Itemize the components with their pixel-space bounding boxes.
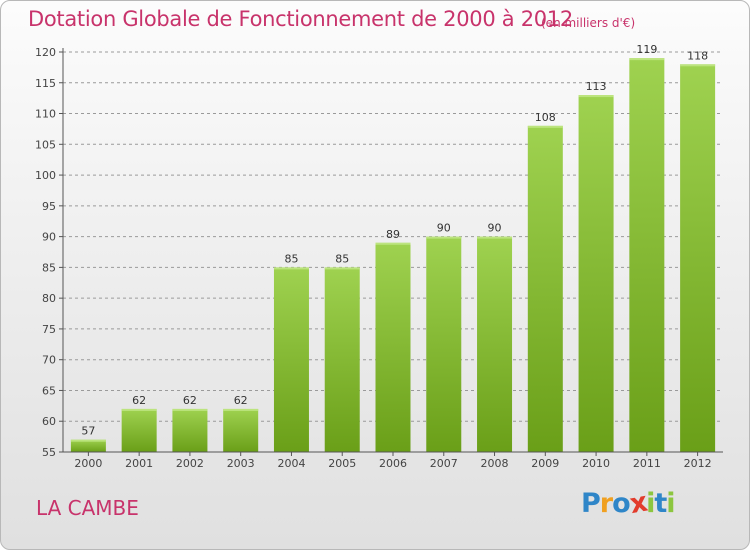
bar-highlight [121, 408, 157, 411]
x-tick-label: 2004 [277, 457, 305, 470]
data-label: 57 [81, 425, 95, 438]
data-label: 90 [437, 222, 451, 235]
bar-highlight [273, 267, 309, 270]
chart-title: Dotation Globale de Fonctionnement de 20… [28, 7, 573, 31]
y-tick-label: 95 [42, 200, 56, 213]
data-label: 108 [535, 111, 556, 124]
bar-2006 [375, 242, 411, 452]
x-tick-label: 2009 [531, 457, 559, 470]
logo-letter: o [612, 488, 631, 519]
y-tick-label: 85 [42, 261, 56, 274]
data-label: 118 [687, 49, 708, 62]
bar-highlight [172, 408, 208, 411]
x-tick-label: 2012 [684, 457, 712, 470]
x-tick-label: 2003 [227, 457, 255, 470]
y-tick-label: 115 [35, 77, 56, 90]
logo-letter: i [646, 488, 655, 519]
x-tick-label: 2005 [328, 457, 356, 470]
bar-highlight [477, 236, 513, 239]
x-tick-label: 2000 [74, 457, 102, 470]
bar-2003 [223, 408, 259, 452]
chart-unit: (en milliers d'€) [541, 16, 636, 30]
data-label: 62 [183, 394, 197, 407]
bar-highlight [223, 408, 259, 411]
bar-2000 [70, 439, 106, 452]
logo-letter: i [666, 488, 675, 519]
bar-highlight [426, 236, 462, 239]
x-tick-label: 2002 [176, 457, 204, 470]
bar-highlight [578, 95, 614, 98]
bar-2007 [426, 236, 462, 452]
bar-2004 [273, 267, 309, 452]
y-tick-label: 105 [35, 138, 56, 151]
x-tick-label: 2008 [481, 457, 509, 470]
data-label: 62 [132, 394, 146, 407]
bar-2008 [477, 236, 513, 452]
data-label: 119 [636, 43, 657, 56]
y-tick-label: 100 [35, 169, 56, 182]
y-tick-label: 60 [42, 415, 56, 428]
proxiti-logo[interactable]: Proxiti [581, 487, 676, 520]
data-label: 62 [234, 394, 248, 407]
bar-highlight [375, 242, 411, 245]
bar-2001 [121, 408, 157, 452]
x-tick-label: 2011 [633, 457, 661, 470]
y-tick-label: 75 [42, 323, 56, 336]
data-label: 90 [488, 222, 502, 235]
logo-letter: P [581, 488, 601, 519]
y-tick-label: 110 [35, 108, 56, 121]
x-tick-label: 2007 [430, 457, 458, 470]
y-tick-label: 80 [42, 292, 56, 305]
y-tick-label: 70 [42, 354, 56, 367]
y-tick-label: 90 [42, 231, 56, 244]
bar-2002 [172, 408, 208, 452]
commune-name: LA CAMBE [36, 496, 139, 520]
x-tick-label: 2001 [125, 457, 153, 470]
bar-highlight [70, 439, 106, 442]
data-label: 113 [586, 80, 607, 93]
bar-highlight [324, 267, 360, 270]
bar-2011 [629, 58, 665, 453]
data-label: 85 [284, 252, 298, 265]
bar-highlight [527, 125, 563, 128]
bar-highlight [629, 58, 665, 61]
y-tick-label: 120 [35, 46, 56, 59]
data-label: 89 [386, 228, 400, 241]
logo-letter: t [654, 488, 667, 519]
data-label: 85 [335, 252, 349, 265]
bar-2009 [527, 125, 563, 452]
logo-letter: r [599, 488, 613, 519]
x-tick-label: 2006 [379, 457, 407, 470]
bar-highlight [680, 64, 716, 67]
x-tick-label: 2010 [582, 457, 610, 470]
bar-2012 [680, 64, 716, 453]
y-tick-label: 55 [42, 446, 56, 459]
bar-2010 [578, 95, 614, 453]
bar-2005 [324, 267, 360, 452]
y-tick-label: 65 [42, 384, 56, 397]
